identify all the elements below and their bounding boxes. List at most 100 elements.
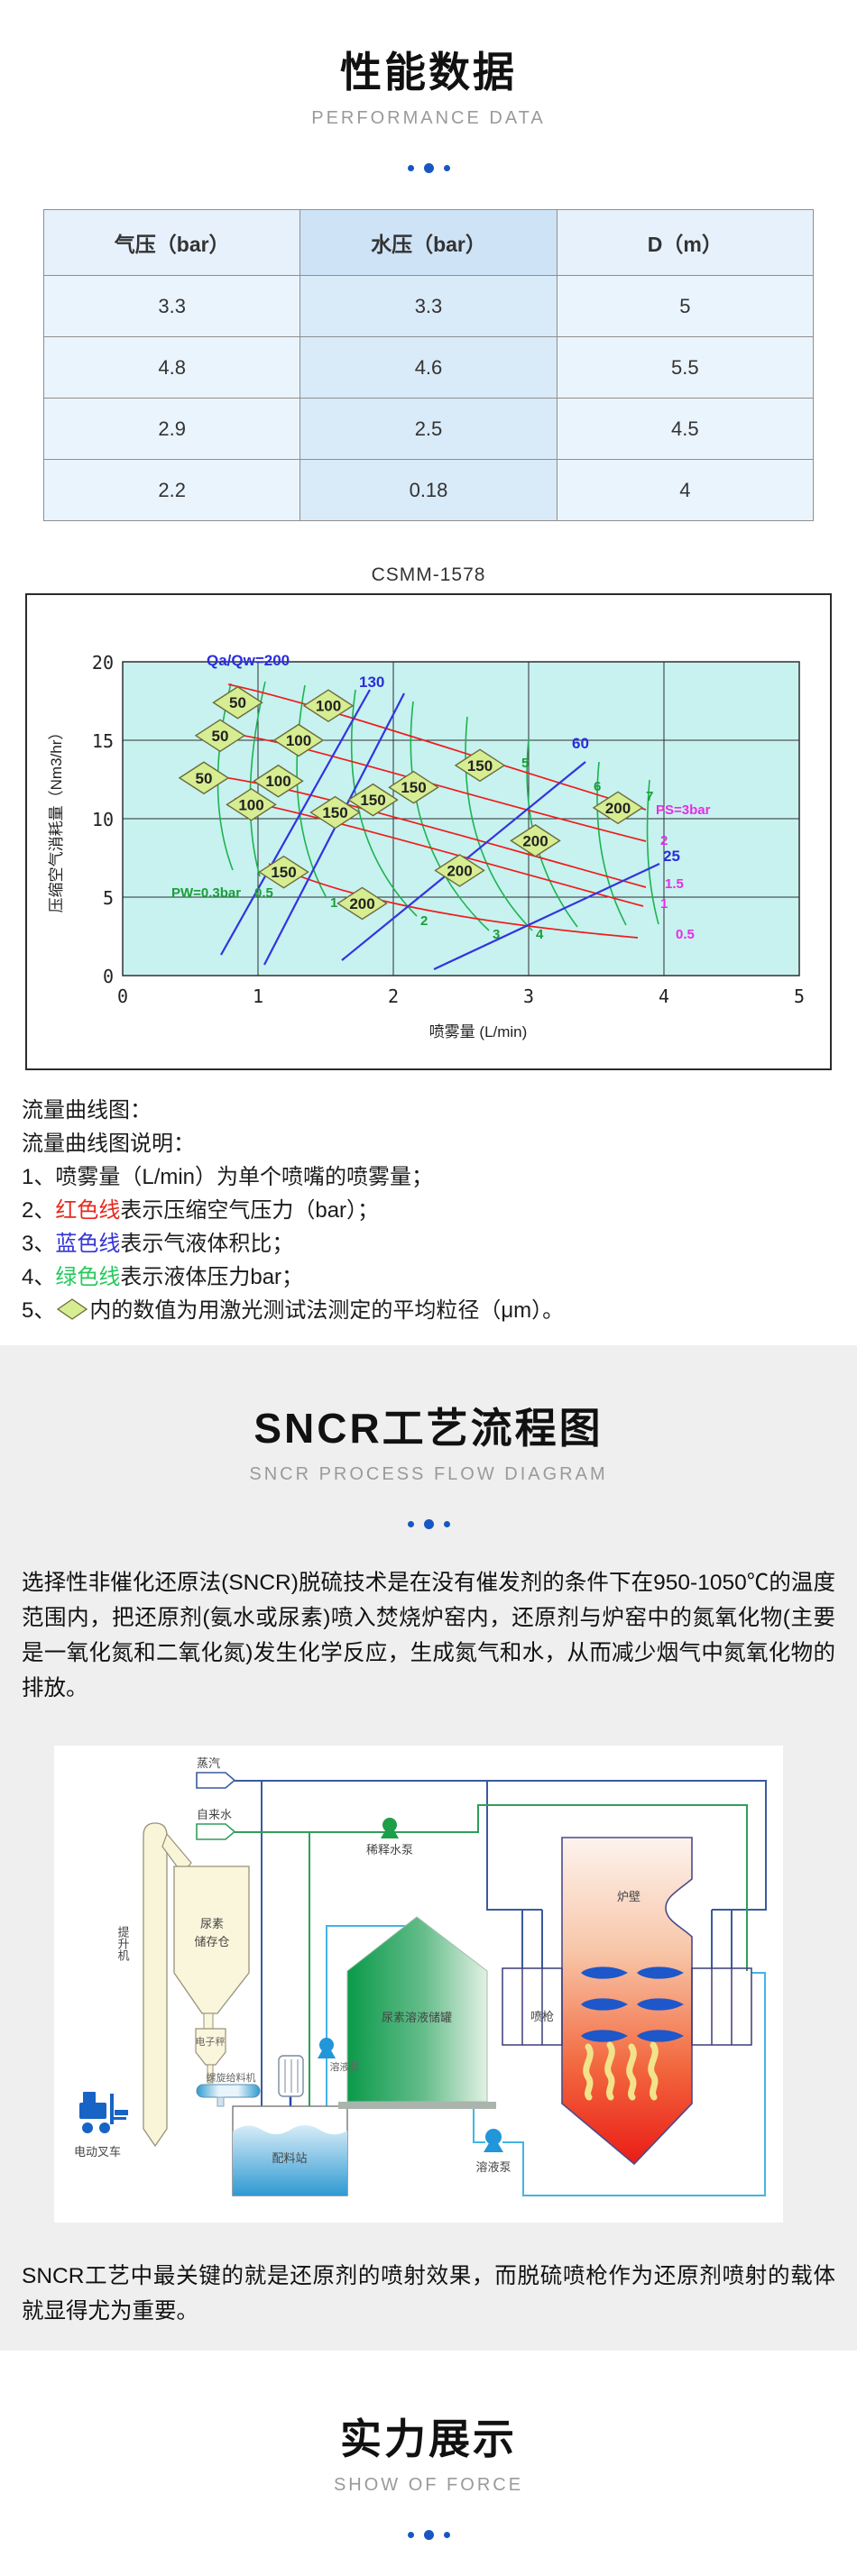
svg-text:200: 200 bbox=[447, 862, 472, 879]
electronic-scale: 电子秤 bbox=[195, 2012, 226, 2084]
spray-gun-label: 喷枪 bbox=[530, 2010, 554, 2023]
performance-header: 性能数据 PERFORMANCE DATA bbox=[0, 40, 857, 173]
svg-text:100: 100 bbox=[286, 732, 311, 749]
screw-feeder: 螺旋给料机 bbox=[196, 2071, 261, 2107]
line-label: 5 bbox=[521, 756, 529, 771]
table-header-row: 气压（bar） 水压（bar） D（m） bbox=[42, 209, 815, 276]
svg-text:150: 150 bbox=[401, 779, 426, 796]
urea-silo-label: 尿素 bbox=[200, 1917, 224, 1930]
urea-storage-silo: 尿素 储存仓 bbox=[173, 1866, 250, 2014]
green-liquid-pressure-curves bbox=[217, 681, 659, 931]
table-row: 2.9 2.5 4.5 bbox=[42, 398, 815, 460]
scale-neck bbox=[203, 2012, 214, 2030]
performance-table: 气压（bar） 水压（bar） D（m） 3.3 3.3 5 4.8 4.6 5… bbox=[42, 209, 815, 521]
tap-water-arrow-icon bbox=[196, 1823, 236, 1840]
section-divider-dots bbox=[0, 163, 857, 173]
svg-text:50: 50 bbox=[196, 770, 213, 787]
svg-text:100: 100 bbox=[238, 796, 263, 813]
table-cell: 3.3 bbox=[299, 275, 558, 337]
dot-icon bbox=[423, 163, 434, 173]
section-divider-dots bbox=[0, 2530, 857, 2540]
steam-pipe bbox=[235, 1780, 767, 2106]
strength-section: 实力展示 SHOW OF FORCE bbox=[0, 2351, 857, 2576]
line-label: 2 bbox=[660, 833, 668, 848]
table-cell: 2.5 bbox=[299, 398, 558, 460]
line-label: 1.5 bbox=[665, 876, 684, 892]
flow-curve-chart: 20 15 10 5 0 0 1 2 3 4 5 压缩空气消耗量（Nm3/hr）… bbox=[25, 593, 832, 1070]
solution-pump-label: 溶液泵 bbox=[475, 2160, 511, 2174]
svg-text:200: 200 bbox=[349, 895, 374, 912]
elevator-shape bbox=[143, 1822, 168, 2148]
svg-text:200: 200 bbox=[522, 832, 548, 849]
x-axis-ticks: 0 1 2 3 4 5 bbox=[117, 985, 805, 1007]
droplet-size-marker: 200 bbox=[434, 854, 485, 887]
forklift-label: 电动叉车 bbox=[74, 2145, 121, 2159]
dilution-water-pump: 稀释水泵 bbox=[366, 1818, 413, 1856]
svg-text:150: 150 bbox=[271, 864, 296, 881]
line-label: Qa/Qw=200 bbox=[207, 652, 290, 669]
page-title: 性能数据 bbox=[340, 49, 517, 96]
screw-feeder-shape bbox=[196, 2084, 261, 2098]
svg-text:50: 50 bbox=[212, 728, 229, 745]
solution-pump-1: 溶液泵 bbox=[318, 2038, 360, 2073]
sncr-description: 选择性非催化还原法(SNCR)脱硫技术是在没有催发剂的条件下在950-1050℃… bbox=[22, 1571, 835, 1701]
droplet-size-marker: 150 bbox=[454, 748, 506, 783]
table-cell: 5.5 bbox=[556, 336, 815, 399]
urea-tank-shape bbox=[346, 1916, 488, 2103]
table-row: 3.3 3.3 5 bbox=[42, 275, 815, 337]
sncr-section: SNCR工艺流程图 SNCR PROCESS FLOW DIAGRAM 选择性非… bbox=[0, 1345, 857, 2351]
water-pipe bbox=[235, 1804, 748, 2142]
blue-line-term: 蓝色线 bbox=[55, 1232, 121, 1256]
droplet-size-marker: 150 bbox=[388, 770, 439, 804]
svg-text:20: 20 bbox=[92, 652, 114, 674]
urea-tank-label: 尿素溶液储罐 bbox=[382, 2011, 452, 2024]
droplet-size-marker: 100 bbox=[272, 723, 325, 757]
svg-text:200: 200 bbox=[605, 800, 631, 817]
table-cell: 4.8 bbox=[42, 336, 301, 399]
dot-icon bbox=[407, 2532, 414, 2538]
line-label: 4 bbox=[536, 927, 544, 942]
dot-icon bbox=[423, 1519, 434, 1529]
line-label: 25 bbox=[663, 848, 680, 865]
flame-icon bbox=[583, 2041, 659, 2101]
note-line: 2、红色线表示压缩空气压力（bar）； bbox=[22, 1198, 380, 1223]
line-label: 130 bbox=[359, 674, 384, 691]
strength-subtitle: SHOW OF FORCE bbox=[333, 2475, 524, 2495]
table-cell: 3.3 bbox=[42, 275, 301, 337]
svg-text:3: 3 bbox=[523, 985, 534, 1007]
table-row: 2.2 0.18 4 bbox=[42, 459, 815, 521]
steam-label: 蒸汽 bbox=[197, 1756, 220, 1770]
droplet-size-marker: 50 bbox=[178, 761, 230, 795]
table-cell: 2.9 bbox=[42, 398, 301, 460]
diamond-marker-icon bbox=[57, 1298, 88, 1320]
flow-curve-chart-svg: 20 15 10 5 0 0 1 2 3 4 5 压缩空气消耗量（Nm3/hr）… bbox=[48, 652, 805, 1040]
sncr-flow-diagram: 蒸汽 自来水 提升机 尿素 储存仓 bbox=[54, 1746, 783, 2223]
table-cell: 2.2 bbox=[42, 459, 301, 521]
note-line: 流量曲线图说明： bbox=[22, 1132, 195, 1156]
line-label: 2 bbox=[420, 913, 428, 929]
furnace-wall-label: 炉壁 bbox=[617, 1890, 640, 1903]
line-label: 0.5 bbox=[676, 927, 695, 942]
electric-forklift bbox=[79, 2092, 128, 2133]
section-divider-dots bbox=[0, 1519, 857, 1529]
column-header: D（m） bbox=[556, 209, 815, 276]
performance-section: 性能数据 PERFORMANCE DATA 气压（bar） 水压（bar） D（… bbox=[0, 40, 857, 1327]
flow-curve-notes: 流量曲线图： 流量曲线图说明： 1、喷雾量（L/min）为单个喷嘴的喷雾量； 2… bbox=[22, 1094, 857, 1327]
line-label: 1 bbox=[330, 895, 337, 911]
droplet-size-marker: 200 bbox=[336, 886, 388, 921]
line-label: 7 bbox=[646, 789, 653, 804]
svg-text:100: 100 bbox=[316, 698, 341, 715]
svg-text:1: 1 bbox=[253, 985, 263, 1007]
urea-solution-tank: 尿素溶液储罐 bbox=[338, 1916, 496, 2109]
line-label: PS=3bar bbox=[656, 802, 711, 818]
sncr-title: SNCR工艺流程图 bbox=[253, 1405, 604, 1452]
line-label: 3 bbox=[493, 927, 500, 942]
svg-text:0: 0 bbox=[103, 966, 114, 987]
red-line-term: 红色线 bbox=[55, 1198, 121, 1223]
scale-label: 电子秤 bbox=[196, 2036, 226, 2048]
dot-icon bbox=[443, 1521, 450, 1527]
y-axis-label: 压缩空气消耗量（Nm3/hr） bbox=[48, 725, 65, 913]
strength-title: 实力展示 bbox=[340, 2416, 517, 2462]
droplet-size-marker: 150 bbox=[258, 855, 309, 889]
urea-silo-shape bbox=[173, 1866, 250, 2014]
